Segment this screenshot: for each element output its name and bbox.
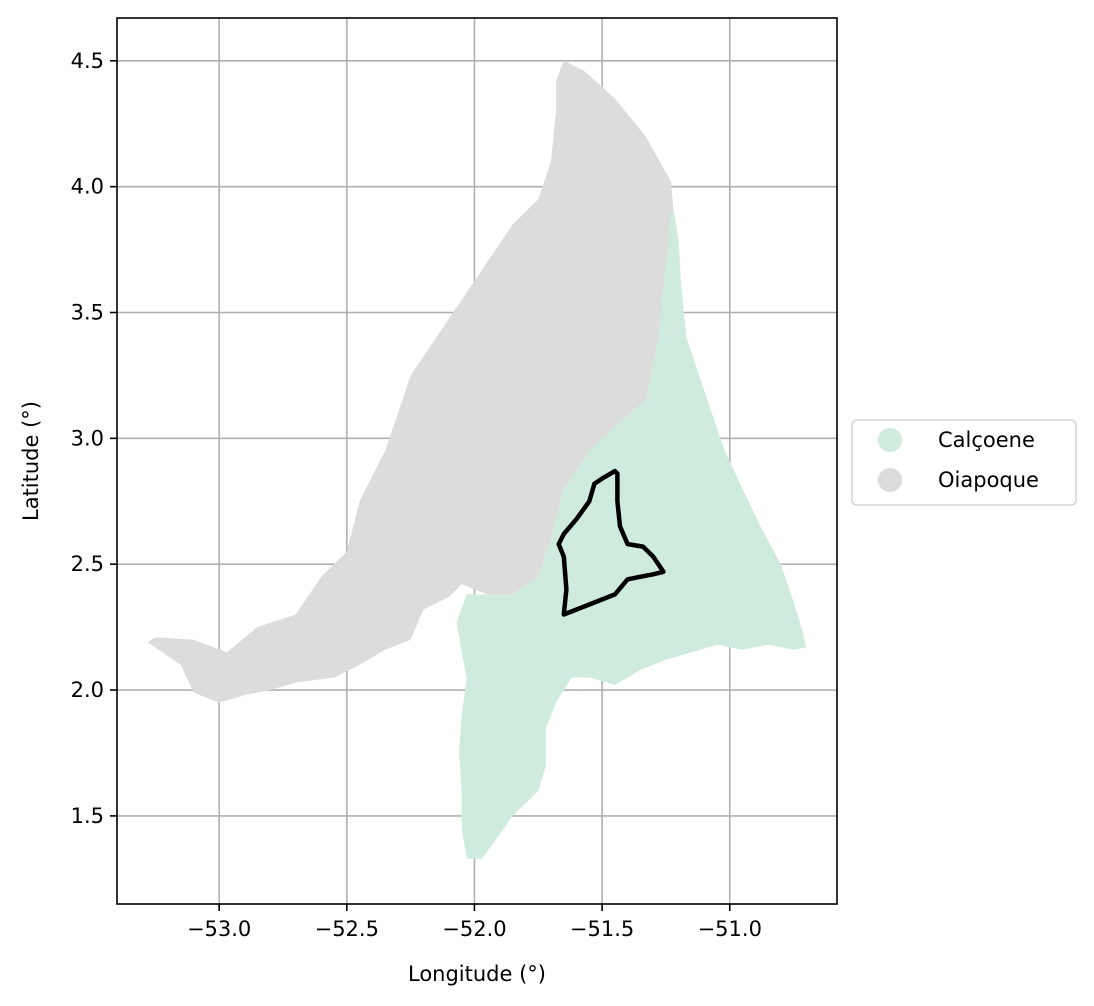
x-tick-label-1: −52.5 <box>315 917 379 941</box>
x-tick-label-2: −52.0 <box>442 917 506 941</box>
y-tick-label-2: 2.5 <box>71 552 104 576</box>
region-oiapoque <box>147 60 674 703</box>
y-tick-label-5: 4.0 <box>71 175 104 199</box>
highlight-outline <box>556 468 666 617</box>
outline-polygon <box>556 468 666 617</box>
legend-label-0: Calçoene <box>938 428 1035 452</box>
y-tick-label-3: 3.0 <box>71 426 104 450</box>
ticks: −53.0 −52.5 −52.0 −51.5 −51.0 1.5 2.0 2.5 3.0 3.5… <box>71 49 762 941</box>
y-tick-label-0: 1.5 <box>71 804 104 828</box>
y-tick-label-1: 2.0 <box>71 678 104 702</box>
legend-marker-0 <box>878 428 902 452</box>
legend: Calçoene Oiapoque <box>851 419 1077 506</box>
region-caloene <box>456 209 807 859</box>
x-axis-label: Longitude (°) <box>408 962 546 986</box>
x-tick-label-0: −53.0 <box>187 917 251 941</box>
legend-box <box>851 419 1077 506</box>
x-tick-label-4: −51.0 <box>698 917 762 941</box>
y-axis-label: Latitude (°) <box>19 401 43 521</box>
legend-label-1: Oiapoque <box>938 468 1039 492</box>
y-tick-label-4: 3.5 <box>71 300 104 324</box>
x-tick-label-3: −51.5 <box>570 917 634 941</box>
legend-marker-1 <box>878 468 902 492</box>
y-tick-label-6: 4.5 <box>71 49 104 73</box>
axes-frame <box>116 17 838 905</box>
regions <box>147 60 807 859</box>
